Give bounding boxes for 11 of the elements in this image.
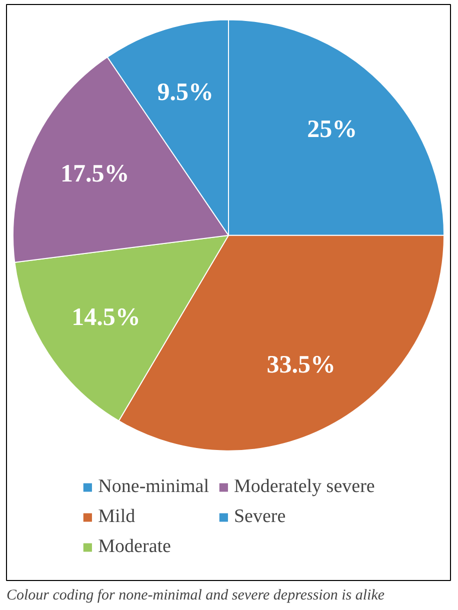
legend-label: Severe (234, 506, 286, 528)
text: Colour coding for none-minimal and severe depression is alike (6, 588, 385, 604)
data-label: 33.5% (266, 352, 336, 379)
legend-label: None-minimal (98, 476, 209, 498)
legend-label: Mild (98, 506, 136, 528)
legend-label: Moderately severe (234, 476, 375, 498)
data-label: 9.5% (157, 78, 214, 106)
legend-label: Moderate (98, 536, 171, 558)
data-label: 14.5% (72, 304, 140, 331)
data-label: 25% (307, 116, 358, 144)
data-label: 17.5% (60, 160, 130, 188)
